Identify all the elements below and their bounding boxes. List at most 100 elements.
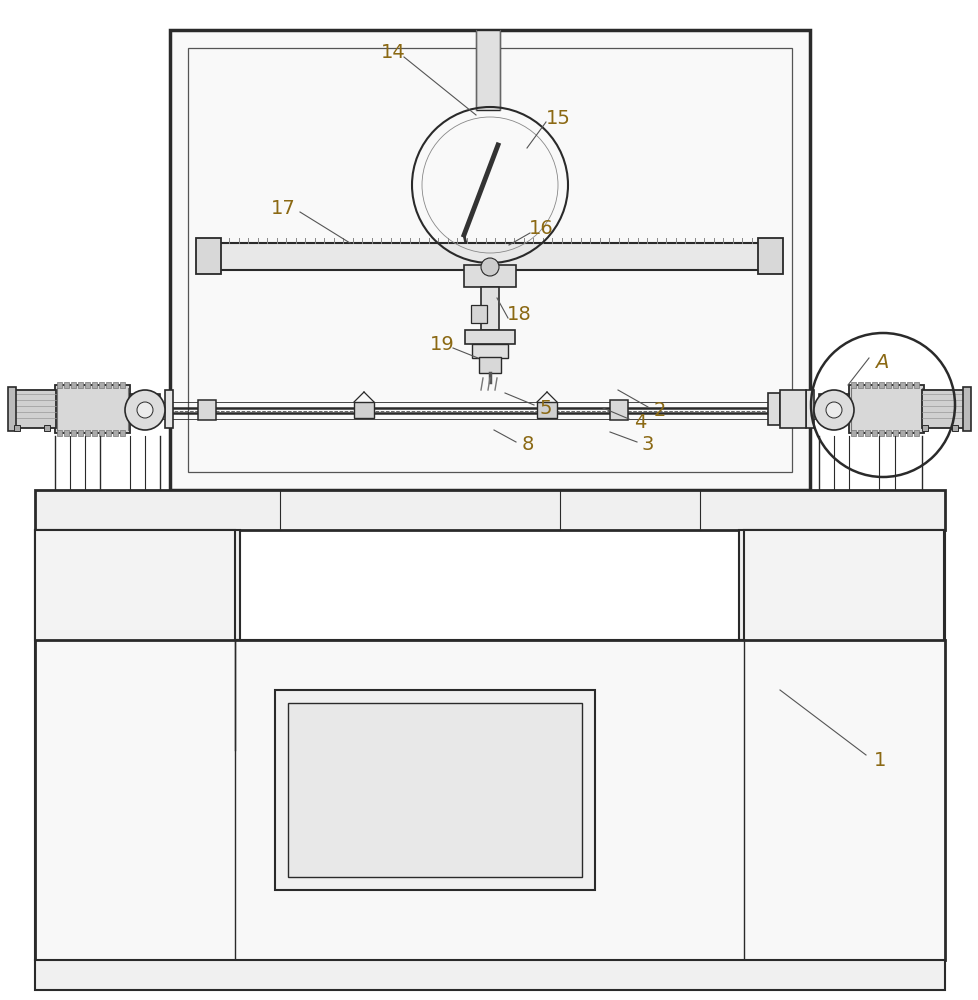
Bar	[204, 243, 775, 270]
Bar	[78, 382, 83, 388]
Bar	[857, 382, 863, 388]
Bar	[743, 530, 943, 960]
Bar	[71, 430, 76, 436]
Circle shape	[480, 258, 499, 276]
Bar	[906, 382, 911, 388]
Bar	[899, 382, 904, 388]
Bar	[35, 960, 944, 990]
Bar	[99, 430, 104, 436]
Bar	[857, 430, 863, 436]
Bar	[99, 382, 104, 388]
Bar	[188, 48, 791, 472]
Bar	[112, 382, 118, 388]
Bar	[913, 382, 918, 388]
Bar	[35, 530, 240, 640]
Bar	[609, 400, 627, 420]
Bar	[112, 430, 118, 436]
Bar	[537, 402, 556, 418]
Bar	[130, 394, 159, 422]
Bar	[8, 387, 16, 431]
Bar	[892, 382, 897, 388]
Circle shape	[137, 402, 153, 418]
Text: 2: 2	[653, 400, 665, 420]
Bar	[871, 430, 876, 436]
Bar	[885, 382, 890, 388]
Bar	[478, 357, 501, 373]
Bar	[848, 385, 923, 433]
Bar	[35, 490, 944, 530]
Bar	[64, 382, 68, 388]
Bar	[878, 382, 883, 388]
Text: 8: 8	[521, 436, 534, 454]
Bar	[120, 382, 125, 388]
Bar	[464, 265, 515, 287]
Bar	[71, 382, 76, 388]
Bar	[354, 402, 374, 418]
Text: 3: 3	[642, 436, 653, 454]
Bar	[951, 425, 957, 431]
Text: 18: 18	[506, 306, 531, 324]
Bar	[85, 430, 90, 436]
Bar	[738, 530, 944, 640]
Bar	[779, 390, 805, 428]
Bar	[767, 393, 779, 425]
Text: 15: 15	[545, 109, 570, 128]
Circle shape	[825, 402, 841, 418]
Bar	[962, 387, 970, 431]
Bar	[120, 430, 125, 436]
Text: A: A	[874, 353, 888, 371]
Bar	[480, 287, 499, 330]
Bar	[913, 430, 918, 436]
Bar	[57, 382, 62, 388]
Bar	[57, 430, 62, 436]
Bar	[196, 238, 221, 274]
Circle shape	[125, 390, 165, 430]
Bar	[106, 382, 111, 388]
Text: 1: 1	[873, 750, 885, 770]
Bar	[106, 430, 111, 436]
Text: 14: 14	[380, 43, 405, 62]
Bar	[865, 382, 869, 388]
Bar	[471, 344, 508, 358]
Bar	[198, 400, 216, 420]
Bar	[275, 690, 595, 890]
Bar	[805, 390, 813, 428]
Bar	[55, 385, 130, 433]
Text: 5: 5	[539, 398, 552, 418]
Bar	[165, 390, 173, 428]
Bar	[878, 430, 883, 436]
Bar	[35, 530, 235, 960]
Bar	[92, 382, 97, 388]
Bar	[850, 430, 855, 436]
Text: 19: 19	[429, 336, 454, 355]
Text: 4: 4	[633, 412, 645, 432]
Bar	[892, 430, 897, 436]
Bar	[475, 30, 500, 110]
Bar	[470, 305, 486, 323]
Bar	[14, 390, 56, 428]
Bar	[235, 640, 743, 750]
Text: 17: 17	[270, 198, 295, 218]
Bar	[288, 703, 581, 877]
Bar	[906, 430, 911, 436]
Bar	[757, 238, 782, 274]
Bar	[44, 425, 50, 431]
Bar	[899, 430, 904, 436]
Bar	[819, 394, 848, 422]
Bar	[78, 430, 83, 436]
Circle shape	[813, 390, 853, 430]
Bar	[64, 430, 68, 436]
Bar	[921, 390, 963, 428]
Bar	[170, 30, 809, 490]
Bar	[865, 430, 869, 436]
Bar	[850, 382, 855, 388]
Bar	[92, 430, 97, 436]
Text: 16: 16	[528, 219, 553, 237]
Bar	[465, 330, 514, 344]
Bar	[921, 425, 927, 431]
Bar	[35, 640, 944, 960]
Bar	[85, 382, 90, 388]
Bar	[885, 430, 890, 436]
Bar	[871, 382, 876, 388]
Bar	[14, 425, 20, 431]
